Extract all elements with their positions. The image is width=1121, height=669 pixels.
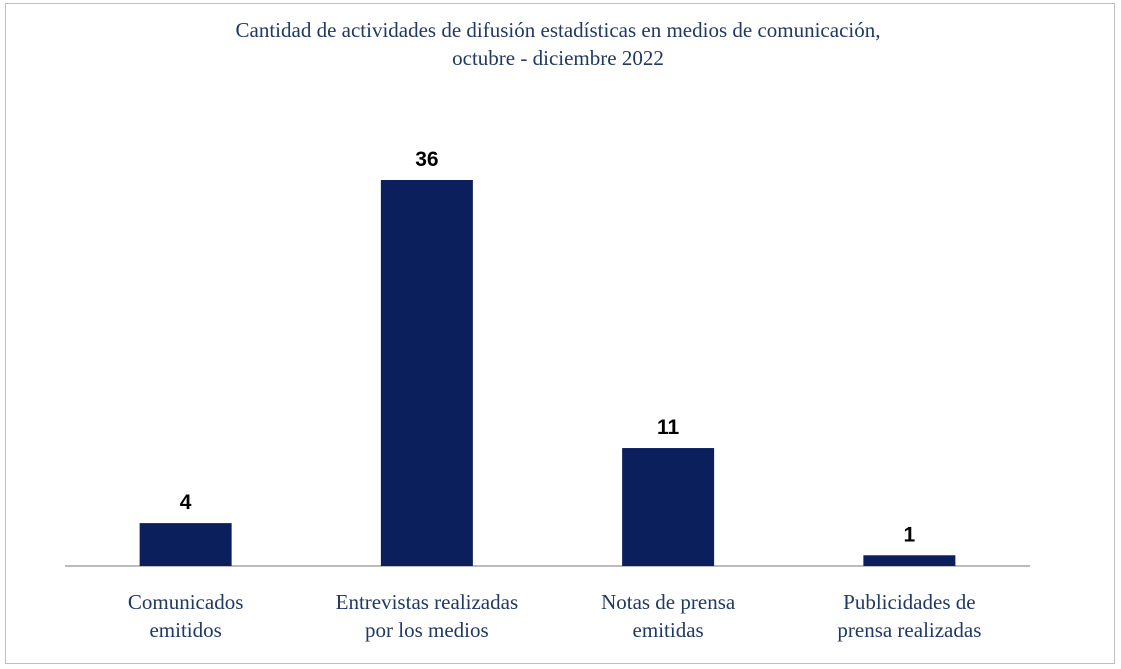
bar bbox=[139, 523, 232, 566]
data-label: 1 bbox=[904, 523, 916, 546]
x-tick-label: Comunicados emitidos bbox=[127, 590, 244, 642]
data-label: 4 bbox=[180, 491, 192, 514]
x-tick-label: Notas de prensa emitidas bbox=[601, 590, 736, 642]
data-label: 11 bbox=[657, 416, 680, 439]
bar bbox=[622, 448, 715, 566]
x-tick-label: Entrevistas realizadas por los medios bbox=[335, 590, 519, 642]
chart-title: Cantidad de actividades de difusión esta… bbox=[235, 18, 881, 70]
data-label: 36 bbox=[415, 148, 438, 171]
chart-frame bbox=[5, 3, 1115, 664]
bar bbox=[863, 555, 956, 566]
bar bbox=[380, 180, 473, 566]
x-tick-label: Publicidades de prensa realizadas bbox=[837, 590, 982, 642]
